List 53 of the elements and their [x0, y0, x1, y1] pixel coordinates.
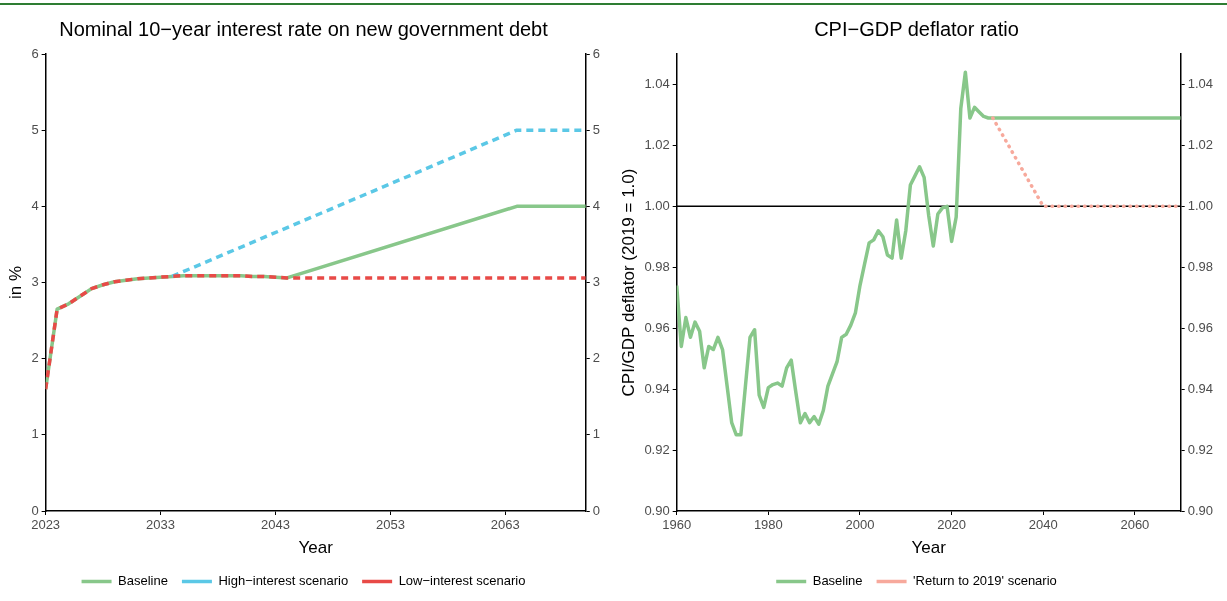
- x-tick-label: 1980: [753, 517, 783, 533]
- y2-tick-label: 6: [592, 45, 600, 61]
- x-tick-label: 2063: [490, 517, 520, 533]
- x-tick-label: 2020: [937, 517, 967, 533]
- y2-tick-label: 2: [592, 350, 600, 366]
- y-tick-label: 0.96: [644, 319, 670, 335]
- y-tick-label: 0.94: [644, 380, 670, 396]
- y2-tick-label: 0.94: [1187, 380, 1214, 396]
- y-tick-label: 0.92: [644, 441, 670, 457]
- y-axis-title: in %: [5, 265, 25, 300]
- x-tick-label: 2043: [261, 517, 290, 533]
- legend-label: Low−interest scenario: [398, 573, 526, 589]
- chart-title: Nominal 10−year interest rate on new government debt: [59, 17, 549, 40]
- chart-title: CPI−GDP deflator ratio: [814, 17, 1019, 40]
- y-axis-title: CPI/GDP deflator (2019 = 1.0): [618, 168, 638, 397]
- y-tick-label: 1: [31, 426, 39, 442]
- y-tick-label: 3: [31, 274, 39, 290]
- y2-tick-label: 0.96: [1187, 319, 1214, 335]
- y-tick-label: 4: [31, 197, 39, 213]
- y2-tick-label: 1.04: [1187, 76, 1214, 92]
- y2-tick-label: 5: [592, 121, 600, 137]
- y-tick-label: 6: [31, 45, 39, 61]
- x-tick-label: 2053: [375, 517, 405, 533]
- x-tick-label: 2033: [146, 517, 176, 533]
- legend-label: High−interest scenario: [218, 573, 349, 589]
- line-series: [45, 273, 586, 391]
- y-tick-label: 1.02: [644, 136, 670, 152]
- y-tick-label: 2: [31, 350, 39, 366]
- x-tick-label: 2060: [1120, 517, 1150, 533]
- y2-tick-label: 0: [592, 502, 600, 518]
- y2-tick-label: 4: [592, 197, 600, 213]
- y-tick-label: 1.04: [644, 76, 670, 92]
- x-axis-title: Year: [911, 538, 947, 558]
- y-tick-label: 0.90: [644, 502, 670, 518]
- x-tick-label: 2000: [845, 517, 875, 533]
- x-axis-title: Year: [298, 538, 334, 558]
- y2-tick-label: 0.92: [1187, 441, 1214, 457]
- x-tick-label: 2023: [31, 517, 61, 533]
- y-tick-label: 0: [31, 502, 39, 518]
- legend-label: Baseline: [118, 573, 168, 589]
- y-tick-label: 5: [31, 121, 39, 137]
- legend-label: Baseline: [812, 573, 863, 589]
- y-tick-label: 0.98: [644, 258, 670, 274]
- y2-tick-label: 1.00: [1187, 197, 1214, 213]
- y2-tick-label: 1: [592, 426, 600, 442]
- legend-label: 'Return to 2019' scenario: [913, 573, 1057, 589]
- y2-tick-label: 3: [592, 274, 600, 290]
- y2-tick-label: 0.98: [1187, 258, 1214, 274]
- x-tick-label: 2040: [1028, 517, 1058, 533]
- y-tick-label: 1.00: [644, 197, 670, 213]
- y2-tick-label: 0.90: [1187, 502, 1214, 518]
- x-tick-label: 1960: [662, 517, 692, 533]
- y2-tick-label: 1.02: [1187, 136, 1214, 152]
